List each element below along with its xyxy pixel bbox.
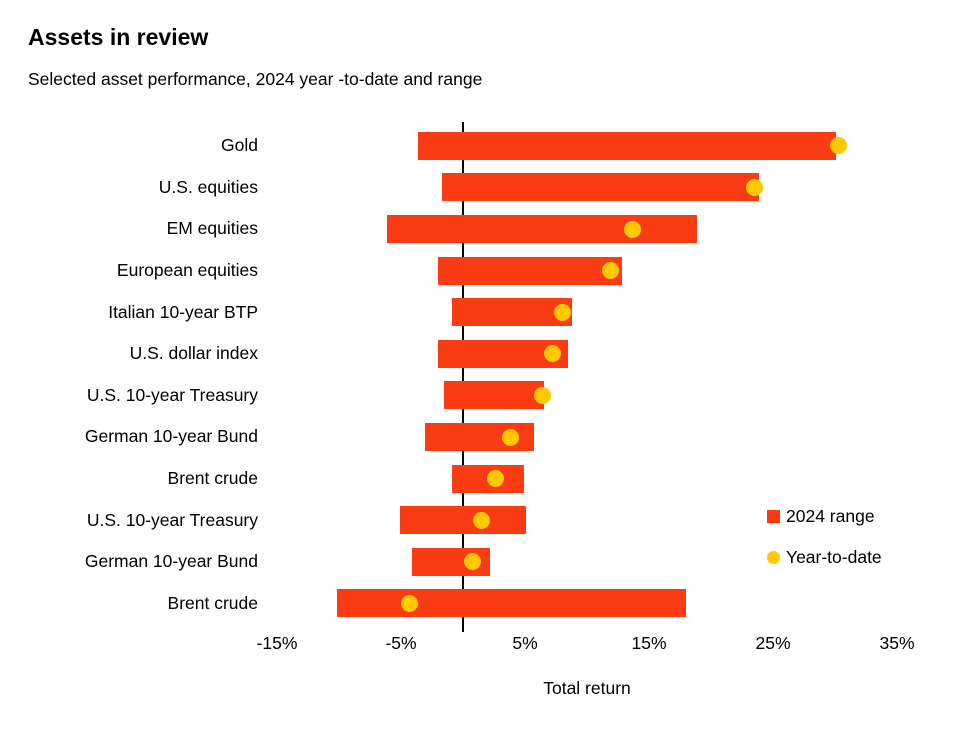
ytd-dot [401,594,419,612]
category-label: German 10-year Bund [84,426,258,447]
category-label: Italian 10-year BTP [108,301,258,322]
legend: 2024 range Year-to-date [767,506,882,588]
ytd-dot [543,345,561,363]
range-bar [387,215,698,243]
range-bar [399,506,527,535]
page-subtitle: Selected asset performance, 2024 year -t… [28,69,483,89]
ytd-dot [745,178,763,196]
ytd-dot [553,303,571,321]
range-bar [418,131,837,160]
category-label: Brent crude [167,468,258,489]
range-bar [441,173,760,202]
x-axis-label: Total return [543,678,631,698]
plot-area [277,122,897,632]
category-label: U.S. equities [158,176,258,197]
range-bar [451,298,573,327]
ytd-dot [464,553,482,571]
category-label: U.S. 10-year Treasury [86,384,258,405]
ytd-dot [486,470,504,488]
zero-axis-line [462,122,464,632]
legend-item-range: 2024 range [767,506,882,527]
x-tick-label: 35% [879,633,915,653]
x-tick-label: 5% [512,633,538,653]
ytd-dot [473,511,491,529]
x-tick-label: -15% [256,633,298,653]
category-label: Brent crude [167,592,258,613]
ytd-dot [533,386,551,404]
range-bar [438,256,622,285]
ytd-dot [624,220,642,238]
ytd-dot [501,428,519,446]
legend-item-ytd: Year-to-date [767,547,882,568]
category-label: Gold [221,135,258,156]
legend-label: Year-to-date [786,547,882,567]
range-swatch-icon [767,510,780,523]
range-bar [336,589,687,618]
category-label: European equities [116,260,258,281]
legend-label: 2024 range [786,506,875,526]
range-bar [444,381,544,410]
category-label: U.S. dollar index [129,343,258,364]
category-labels: Gold U.S. equities EM equities European equ… [0,125,258,625]
x-tick-label: 25% [755,633,791,653]
category-label: EM equities [166,218,258,239]
ytd-dot [602,262,620,280]
category-label: U.S. 10-year Treasury [86,509,258,530]
x-axis-ticks: -15% -5% 5% 15% 25% 35% [257,633,915,655]
page-title: Assets in review [28,24,209,50]
ytd-dot [830,137,848,155]
category-label: German 10-year Bund [84,551,258,572]
x-tick-label: -5% [385,633,417,653]
ytd-swatch-icon [767,551,780,564]
x-tick-label: 15% [631,633,667,653]
